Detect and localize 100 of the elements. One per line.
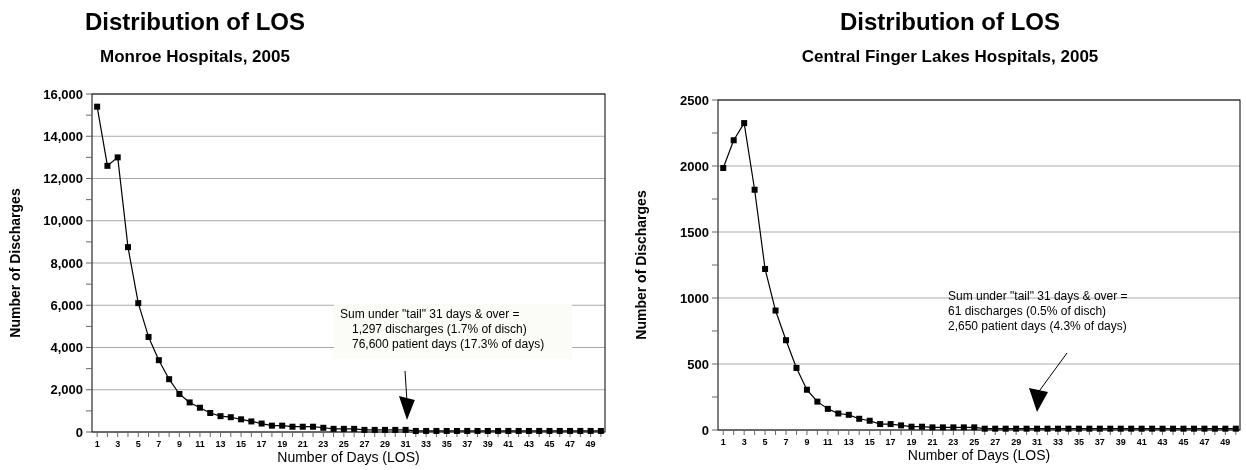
x-tick-label: 9 — [804, 437, 810, 447]
point — [1180, 425, 1187, 432]
x-tick-label: 23 — [948, 437, 959, 447]
point — [382, 426, 388, 433]
point — [392, 426, 399, 433]
point — [155, 357, 162, 364]
x-tick-label: 1 — [94, 439, 100, 449]
point — [1044, 425, 1051, 432]
point — [227, 414, 234, 421]
point — [1065, 425, 1072, 432]
point — [1013, 425, 1020, 432]
y-tick-label: 8,000 — [50, 255, 83, 271]
point — [1086, 425, 1093, 432]
x-tick-label: 47 — [565, 439, 576, 449]
point — [371, 426, 378, 433]
point — [1170, 425, 1177, 432]
y-tick-label: 0 — [701, 422, 709, 438]
point — [104, 162, 111, 169]
point — [824, 405, 831, 412]
point — [268, 422, 275, 429]
point — [877, 421, 884, 428]
point — [114, 154, 121, 161]
x-tick-label: 21 — [927, 437, 938, 447]
point — [981, 425, 988, 432]
point — [1054, 425, 1061, 432]
y-tick-label: 14,000 — [43, 128, 83, 144]
point — [217, 413, 224, 420]
y-tick-label: 2,000 — [50, 382, 83, 398]
point — [772, 307, 779, 314]
x-tick-label: 5 — [762, 437, 768, 447]
x-tick-label: 49 — [585, 439, 596, 449]
point — [515, 427, 522, 434]
point — [536, 427, 543, 434]
point — [1128, 425, 1135, 432]
point — [412, 427, 419, 434]
point — [145, 333, 152, 340]
point — [1117, 425, 1124, 432]
point — [835, 410, 842, 417]
point — [814, 398, 821, 405]
x-tick-label: 3 — [115, 439, 121, 449]
x-tick-label: 25 — [969, 437, 980, 447]
chart-subtitle: Monroe Hospitals, 2005 — [100, 47, 290, 66]
point — [1075, 425, 1082, 432]
chart-subtitle: Central Finger Lakes Hospitals, 2005 — [801, 47, 1099, 66]
x-tick-label: 37 — [1094, 437, 1105, 447]
point — [443, 427, 450, 434]
x-tick-label: 13 — [215, 439, 226, 449]
point — [762, 265, 769, 272]
point — [207, 409, 214, 416]
point — [525, 427, 532, 434]
y-tick-label: 10,000 — [43, 213, 83, 229]
point — [186, 399, 193, 406]
point — [166, 376, 173, 383]
x-tick-label: 41 — [1136, 437, 1147, 447]
point — [423, 427, 430, 434]
point — [238, 416, 245, 423]
point — [1190, 425, 1197, 432]
point — [1002, 425, 1009, 432]
y-axis-title: Number of Discharges — [633, 190, 649, 340]
point — [361, 426, 368, 433]
x-tick-label: 39 — [1115, 437, 1126, 447]
y-tick-label: 1000 — [680, 290, 709, 306]
x-tick-label: 41 — [503, 439, 514, 449]
point — [464, 427, 471, 434]
point — [918, 423, 925, 430]
x-tick-label: 25 — [338, 439, 349, 449]
x-tick-label: 29 — [1011, 437, 1022, 447]
point — [340, 425, 347, 432]
point — [474, 427, 481, 434]
annotation: Sum under "tail" 31 days & over = 61 discharges (0.5% of disch) 2,650 patient days (4.3% of days) — [948, 289, 1128, 333]
x-tick-label: 39 — [482, 439, 493, 449]
chart-title: Distribution of LOS — [85, 8, 305, 35]
x-tick-label: 9 — [176, 439, 182, 449]
x-tick-label: 7 — [156, 439, 162, 449]
point — [1096, 425, 1103, 432]
point — [793, 364, 800, 371]
point — [577, 427, 584, 434]
x-tick-label: 31 — [400, 439, 411, 449]
chart-title: Distribution of LOS — [840, 8, 1060, 35]
point — [495, 427, 502, 434]
y-axis-title: Number of Discharges — [7, 188, 23, 338]
x-axis-title: Number of Days (LOS) — [907, 447, 1051, 463]
y-tick-label: 1500 — [680, 224, 709, 240]
point — [1159, 425, 1166, 432]
x-tick-label: 19 — [906, 437, 917, 447]
x-tick-label: 5 — [135, 439, 141, 449]
point — [1222, 425, 1229, 432]
point — [887, 421, 894, 428]
x-axis-title: Number of Days (LOS) — [277, 449, 420, 465]
x-tick-label: 29 — [379, 439, 390, 449]
point — [866, 417, 873, 424]
point — [856, 415, 863, 422]
point — [289, 423, 296, 430]
point — [720, 164, 727, 171]
x-tick-label: 27 — [359, 439, 370, 449]
x-tick-label: 17 — [885, 437, 896, 447]
point — [453, 427, 460, 434]
point — [330, 425, 337, 432]
point — [803, 386, 810, 393]
point — [196, 404, 203, 411]
